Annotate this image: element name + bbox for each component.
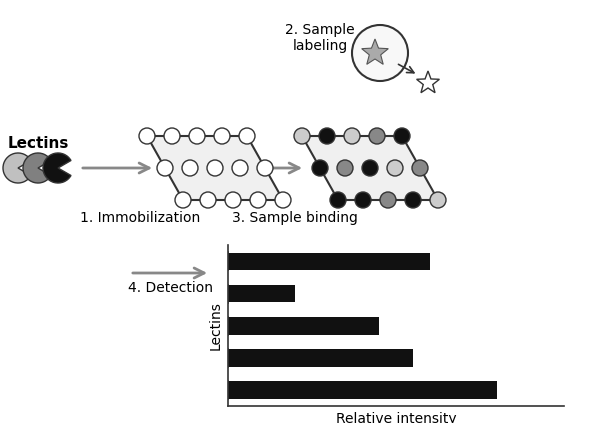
- Text: 4. Detection: 4. Detection: [128, 281, 212, 295]
- Polygon shape: [416, 71, 439, 93]
- Circle shape: [369, 128, 385, 144]
- Circle shape: [394, 128, 410, 144]
- Y-axis label: Lectins: Lectins: [208, 301, 223, 350]
- Text: 1. Immobilization: 1. Immobilization: [80, 211, 200, 225]
- Circle shape: [387, 160, 403, 176]
- Bar: [228, 381, 497, 399]
- Circle shape: [225, 192, 241, 208]
- Bar: [228, 317, 379, 335]
- Bar: [228, 349, 413, 367]
- Wedge shape: [23, 153, 51, 183]
- Bar: [228, 285, 295, 302]
- Circle shape: [257, 160, 273, 176]
- Circle shape: [294, 128, 310, 144]
- Circle shape: [430, 192, 446, 208]
- Circle shape: [275, 192, 291, 208]
- Circle shape: [312, 160, 328, 176]
- Circle shape: [232, 160, 248, 176]
- Circle shape: [239, 128, 255, 144]
- Text: Lectins: Lectins: [7, 135, 68, 151]
- Circle shape: [412, 160, 428, 176]
- Circle shape: [207, 160, 223, 176]
- Circle shape: [337, 160, 353, 176]
- Circle shape: [164, 128, 180, 144]
- Text: 2. Sample
labeling: 2. Sample labeling: [285, 23, 355, 53]
- Circle shape: [380, 192, 396, 208]
- Polygon shape: [362, 39, 388, 64]
- Circle shape: [355, 192, 371, 208]
- Polygon shape: [147, 136, 283, 200]
- Circle shape: [139, 128, 155, 144]
- X-axis label: Relative intensity: Relative intensity: [335, 412, 457, 423]
- Circle shape: [352, 25, 408, 81]
- Bar: [228, 253, 430, 270]
- Circle shape: [405, 192, 421, 208]
- Wedge shape: [3, 153, 31, 183]
- Circle shape: [182, 160, 198, 176]
- Circle shape: [200, 192, 216, 208]
- Circle shape: [157, 160, 173, 176]
- Circle shape: [362, 160, 378, 176]
- Text: 3. Sample binding: 3. Sample binding: [232, 211, 358, 225]
- Circle shape: [175, 192, 191, 208]
- Circle shape: [250, 192, 266, 208]
- Circle shape: [330, 192, 346, 208]
- Circle shape: [319, 128, 335, 144]
- Circle shape: [189, 128, 205, 144]
- Circle shape: [214, 128, 230, 144]
- Circle shape: [344, 128, 360, 144]
- Polygon shape: [302, 136, 438, 200]
- Wedge shape: [43, 153, 71, 183]
